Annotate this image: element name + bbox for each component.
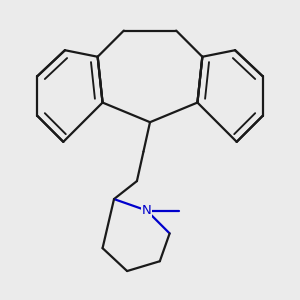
Text: N: N [142,204,152,217]
